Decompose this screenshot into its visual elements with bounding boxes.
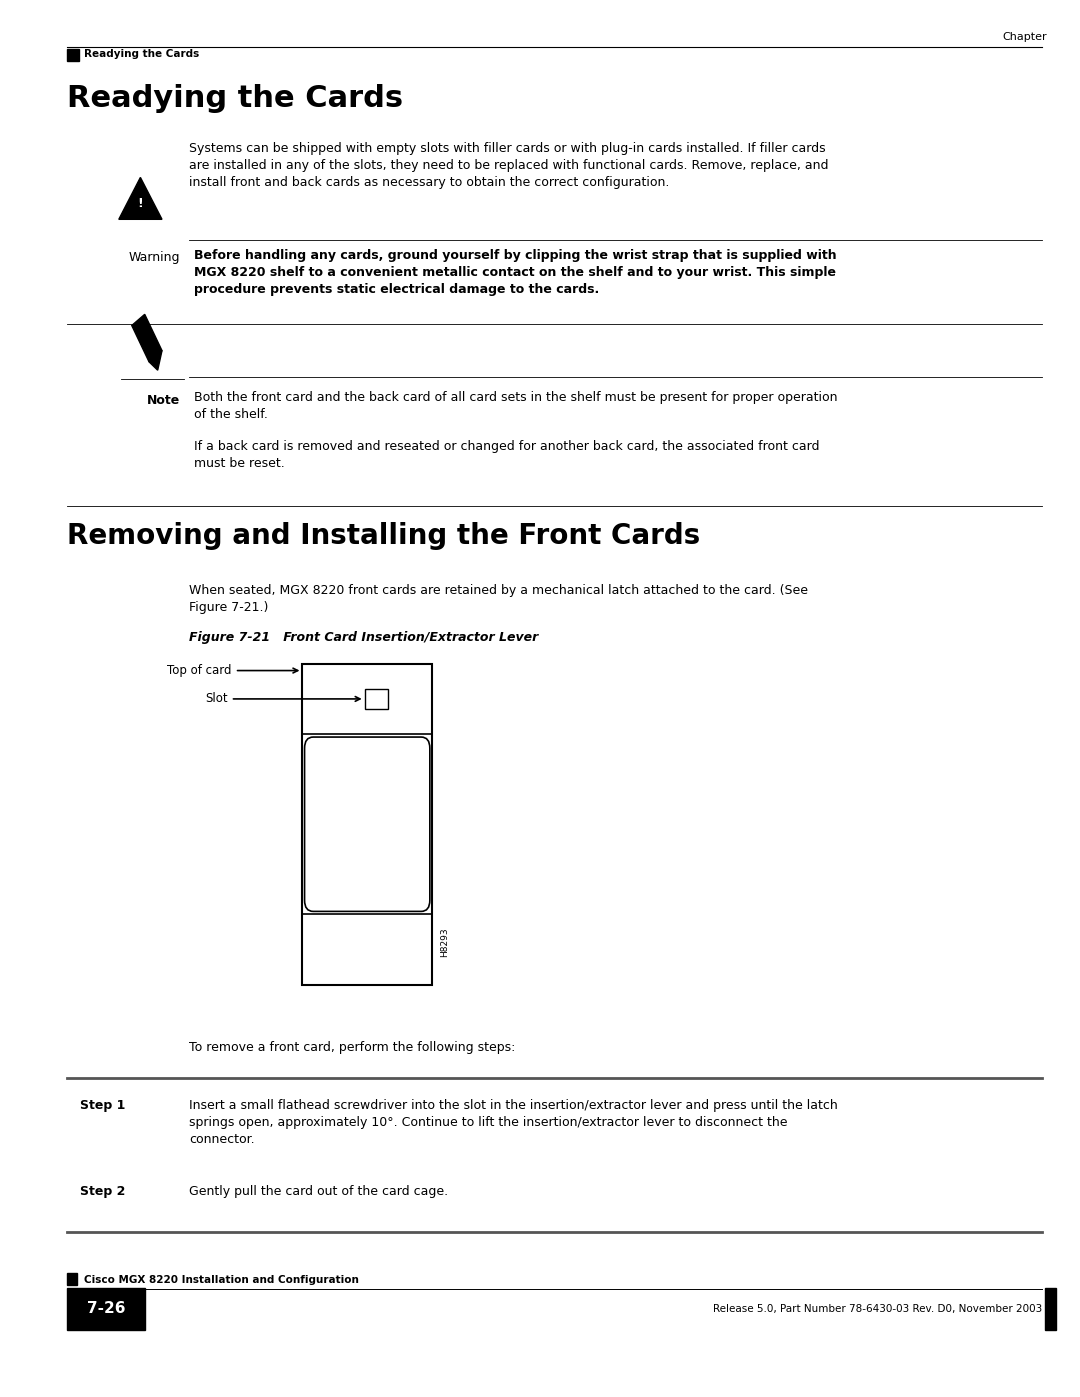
Text: Cisco MGX 8220 Installation and Configuration: Cisco MGX 8220 Installation and Configur… bbox=[84, 1274, 360, 1285]
Text: Both the front card and the back card of all card sets in the shelf must be pres: Both the front card and the back card of… bbox=[194, 391, 838, 420]
Text: Figure 7-21   Front Card Insertion/Extractor Lever: Figure 7-21 Front Card Insertion/Extract… bbox=[189, 631, 538, 644]
Text: H8293: H8293 bbox=[441, 928, 449, 957]
Bar bbox=[365, 689, 389, 708]
Text: To remove a front card, perform the following steps:: To remove a front card, perform the foll… bbox=[189, 1041, 515, 1053]
Text: Top of card: Top of card bbox=[167, 664, 298, 678]
Text: Insert a small flathead screwdriver into the slot in the insertion/extractor lev: Insert a small flathead screwdriver into… bbox=[189, 1099, 838, 1147]
Text: Readying the Cards: Readying the Cards bbox=[67, 84, 403, 113]
Text: When seated, MGX 8220 front cards are retained by a mechanical latch attached to: When seated, MGX 8220 front cards are re… bbox=[189, 584, 808, 613]
Text: Systems can be shipped with empty slots with filler cards or with plug-in cards : Systems can be shipped with empty slots … bbox=[189, 142, 828, 190]
Bar bbox=[1045, 1288, 1056, 1330]
Text: Step 1: Step 1 bbox=[80, 1099, 125, 1112]
Text: Before handling any cards, ground yourself by clipping the wrist strap that is s: Before handling any cards, ground yourse… bbox=[194, 249, 837, 296]
Bar bbox=[67, 1288, 145, 1330]
Polygon shape bbox=[119, 177, 162, 219]
Text: Note: Note bbox=[147, 394, 180, 407]
Text: Readying the Cards: Readying the Cards bbox=[84, 49, 200, 60]
Text: Warning: Warning bbox=[129, 251, 180, 264]
Text: Gently pull the card out of the card cage.: Gently pull the card out of the card cag… bbox=[189, 1185, 448, 1197]
Text: Chapter: Chapter bbox=[1002, 32, 1047, 42]
Text: 7-26: 7-26 bbox=[86, 1302, 125, 1316]
Bar bbox=[302, 664, 432, 985]
Text: Release 5.0, Part Number 78-6430-03 Rev. D0, November 2003: Release 5.0, Part Number 78-6430-03 Rev.… bbox=[713, 1303, 1042, 1315]
Bar bbox=[67, 1273, 77, 1285]
Text: Step 2: Step 2 bbox=[80, 1185, 125, 1197]
Text: !: ! bbox=[137, 197, 144, 211]
Polygon shape bbox=[132, 314, 162, 362]
Text: Removing and Installing the Front Cards: Removing and Installing the Front Cards bbox=[67, 522, 700, 550]
Text: Slot: Slot bbox=[205, 693, 360, 705]
Text: If a back card is removed and reseated or changed for another back card, the ass: If a back card is removed and reseated o… bbox=[194, 440, 820, 469]
Bar bbox=[67, 49, 79, 61]
Polygon shape bbox=[149, 351, 162, 370]
